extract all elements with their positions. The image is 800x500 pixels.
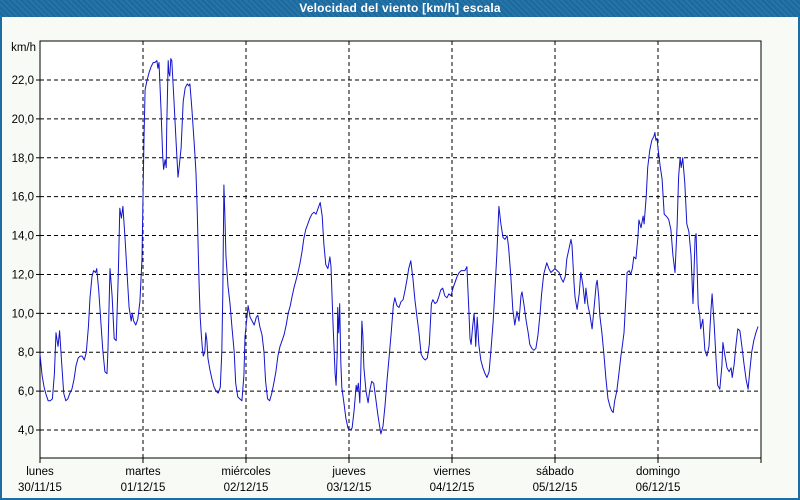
- plot-area: [40, 41, 761, 458]
- y-axis-unit-label: km/h: [11, 42, 36, 54]
- x-axis-day-label: jueves: [331, 466, 365, 478]
- title-bar: Velocidad del viento [km/h] escala: [0, 0, 800, 17]
- x-axis-date-label: 02/12/15: [224, 482, 269, 494]
- y-axis-tick-label: 10,0: [12, 308, 34, 320]
- x-axis-date-label: 05/12/15: [533, 482, 578, 494]
- chart-title: Velocidad del viento [km/h] escala: [299, 1, 501, 15]
- y-axis-tick-label: 18,0: [12, 153, 34, 165]
- x-axis-day-label: miércoles: [221, 466, 270, 478]
- y-axis-tick-label: 14,0: [12, 231, 34, 243]
- wind-speed-line: [39, 58, 759, 435]
- y-axis-tick-label: 20,0: [12, 114, 34, 126]
- y-axis-tick-label: 6,0: [18, 386, 34, 398]
- x-axis-date-label: 03/12/15: [327, 482, 372, 494]
- x-axis-day-label: sábado: [536, 466, 574, 478]
- plot-border: [39, 40, 762, 459]
- y-axis-tick-label: 12,0: [12, 269, 34, 281]
- y-axis-tick-label: 22,0: [12, 75, 34, 87]
- x-axis-day-label: viernes: [433, 466, 470, 478]
- x-axis-date-label: 01/12/15: [121, 482, 166, 494]
- x-axis-date-label: 06/12/15: [636, 482, 681, 494]
- x-axis-date-label: 30/11/15: [18, 482, 62, 494]
- y-axis-tick-label: 16,0: [12, 192, 34, 204]
- x-axis-day-label: martes: [125, 466, 160, 478]
- y-axis-tick-label: 4,0: [18, 425, 34, 437]
- x-axis-day-label: lunes: [26, 466, 54, 478]
- y-axis-tick-label: 8,0: [18, 347, 34, 359]
- x-axis-date-label: 04/12/15: [430, 482, 475, 494]
- x-axis-day-label: domingo: [636, 466, 680, 478]
